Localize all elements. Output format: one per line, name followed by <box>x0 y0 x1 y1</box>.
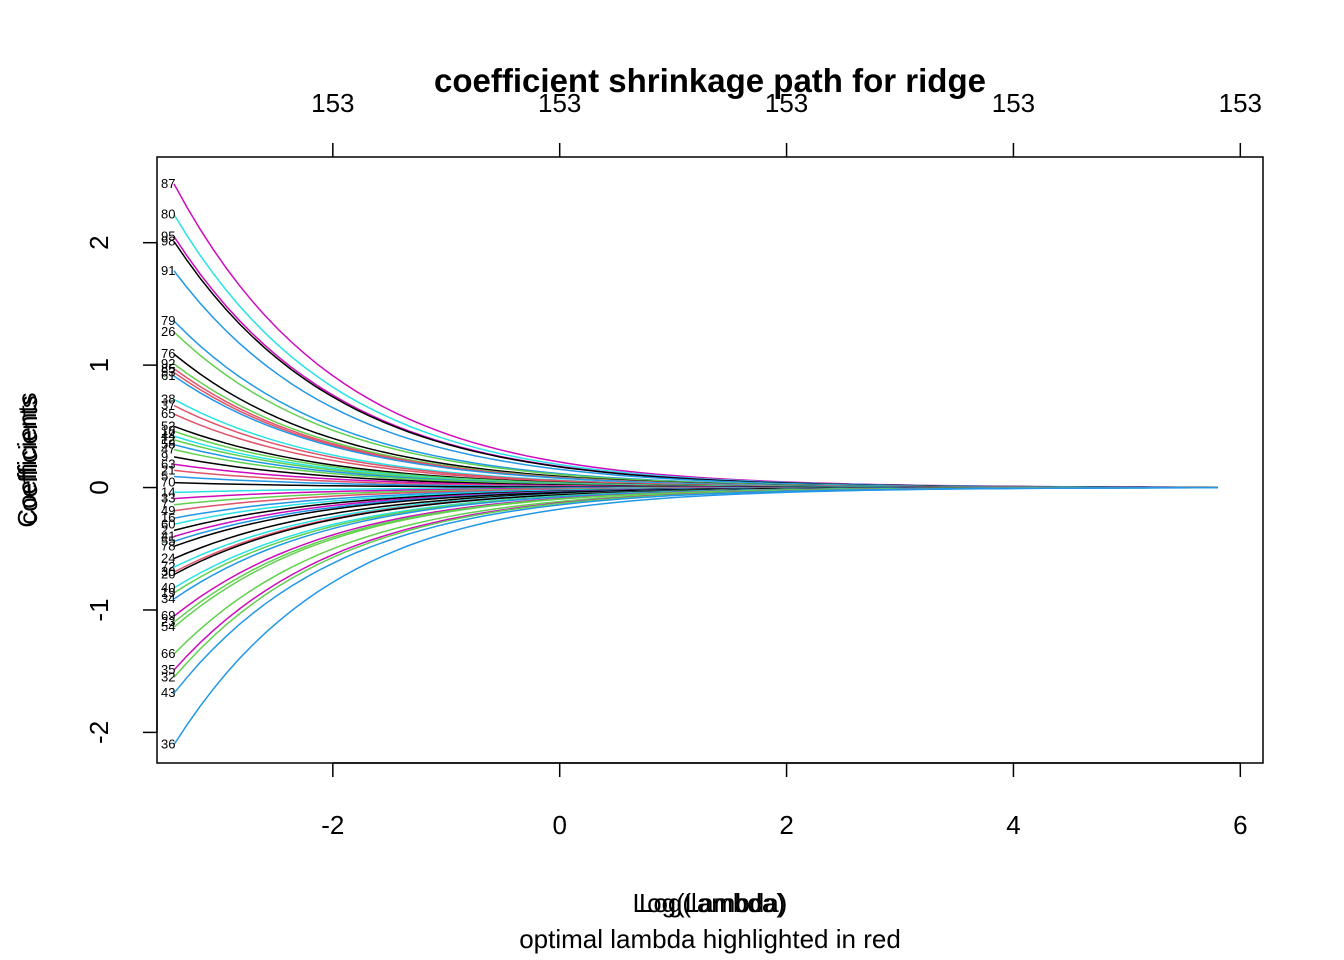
coef-path-98 <box>173 241 1218 489</box>
coef-label-18: 18 <box>161 423 175 438</box>
y-axis-label: Coefficients <box>12 392 42 527</box>
coef-label-43: 43 <box>161 685 175 700</box>
x-tick-label-4: 6 <box>1233 810 1247 840</box>
y-tick-label-2: 0 <box>84 480 114 494</box>
coef-label-2: 2 <box>161 522 168 537</box>
x-tick-label-2: 2 <box>779 810 793 840</box>
top-tick-label-4: 153 <box>1219 88 1262 118</box>
chart-subtitle: optimal lambda highlighted in red <box>519 924 901 954</box>
coef-path-32 <box>173 486 1218 678</box>
coefficient-paths <box>173 183 1218 746</box>
coef-label-47: 47 <box>161 442 175 457</box>
top-tick-label-0: 153 <box>311 88 354 118</box>
coef-label-63: 63 <box>161 456 175 471</box>
coef-label-72: 72 <box>161 559 175 574</box>
series-labels: 8780959891792676928553613837655218441258… <box>161 176 175 752</box>
coef-path-61 <box>173 375 1218 489</box>
y-axis-label-overprint: coefficients <box>13 395 43 525</box>
coef-path-95 <box>173 236 1218 489</box>
coef-label-87: 87 <box>161 176 175 191</box>
plot-frame <box>156 156 1264 764</box>
coef-label-16: 16 <box>161 510 175 525</box>
x-tick-label-3: 4 <box>1006 810 1020 840</box>
coef-label-69: 69 <box>161 608 175 623</box>
coef-label-76: 76 <box>161 346 175 361</box>
coef-label-14: 14 <box>161 484 175 499</box>
coef-label-58: 58 <box>161 437 175 452</box>
coef-path-79 <box>173 320 1218 489</box>
coef-label-60: 60 <box>161 516 175 531</box>
coef-label-32: 32 <box>161 669 175 684</box>
y-tick-label-3: 1 <box>84 358 114 372</box>
coef-label-92: 92 <box>161 356 175 371</box>
coef-label-34: 34 <box>161 591 175 606</box>
coef-path-35 <box>173 486 1218 671</box>
coef-label-65: 65 <box>161 406 175 421</box>
y-tick-label-0: -2 <box>84 721 114 744</box>
x-axis-label: Log(Lambda) <box>633 888 788 918</box>
coef-path-34 <box>173 486 1218 600</box>
coef-path-66 <box>173 486 1218 655</box>
x-tick-label-0: -2 <box>321 810 344 840</box>
coef-label-9: 9 <box>161 449 168 464</box>
coef-label-5: 5 <box>161 469 168 484</box>
coef-label-85: 85 <box>161 361 175 376</box>
coef-label-38: 38 <box>161 391 175 406</box>
top-tick-label-3: 153 <box>992 88 1035 118</box>
coef-label-21: 21 <box>161 462 175 477</box>
coef-label-95: 95 <box>161 229 175 244</box>
coef-label-70: 70 <box>161 475 175 490</box>
chart-title: coefficient shrinkage path for ridge <box>434 62 986 99</box>
coef-label-54: 54 <box>161 619 175 634</box>
x-axis-label-overprint: Log(lambda) <box>639 888 785 918</box>
coef-label-30: 30 <box>161 564 175 579</box>
coef-label-44: 44 <box>161 428 175 443</box>
coef-path-54 <box>173 486 1218 628</box>
coef-label-19: 19 <box>161 585 175 600</box>
coef-label-55: 55 <box>161 533 175 548</box>
top-tick-label-2: 153 <box>765 88 808 118</box>
coef-label-24: 24 <box>161 551 175 566</box>
coef-label-40: 40 <box>161 580 175 595</box>
coef-path-24 <box>173 486 1218 560</box>
coef-label-78: 78 <box>161 538 175 553</box>
coef-label-7: 7 <box>161 497 168 512</box>
coef-label-53: 53 <box>161 365 175 380</box>
y-tick-label-4: 2 <box>84 235 114 249</box>
x-tick-label-1: 0 <box>552 810 566 840</box>
coef-label-20: 20 <box>161 567 175 582</box>
coef-label-49: 49 <box>161 503 175 518</box>
coef-label-36: 36 <box>161 737 175 752</box>
coef-label-79: 79 <box>161 313 175 328</box>
coef-path-36 <box>173 487 1218 746</box>
top-tick-label-1: 153 <box>538 88 581 118</box>
y-tick-label-1: -1 <box>84 598 114 621</box>
coef-label-98: 98 <box>161 234 175 249</box>
coef-label-41: 41 <box>161 529 175 544</box>
coef-label-23: 23 <box>161 614 175 629</box>
coef-label-91: 91 <box>161 263 175 278</box>
coef-label-52: 52 <box>161 418 175 433</box>
coef-label-80: 80 <box>161 207 175 222</box>
coef-label-37: 37 <box>161 398 175 413</box>
coef-label-33: 33 <box>161 491 175 506</box>
coef-label-26: 26 <box>161 324 175 339</box>
coef-label-12: 12 <box>161 432 175 447</box>
coef-label-35: 35 <box>161 662 175 677</box>
coef-label-61: 61 <box>161 368 175 383</box>
coef-label-66: 66 <box>161 646 175 661</box>
